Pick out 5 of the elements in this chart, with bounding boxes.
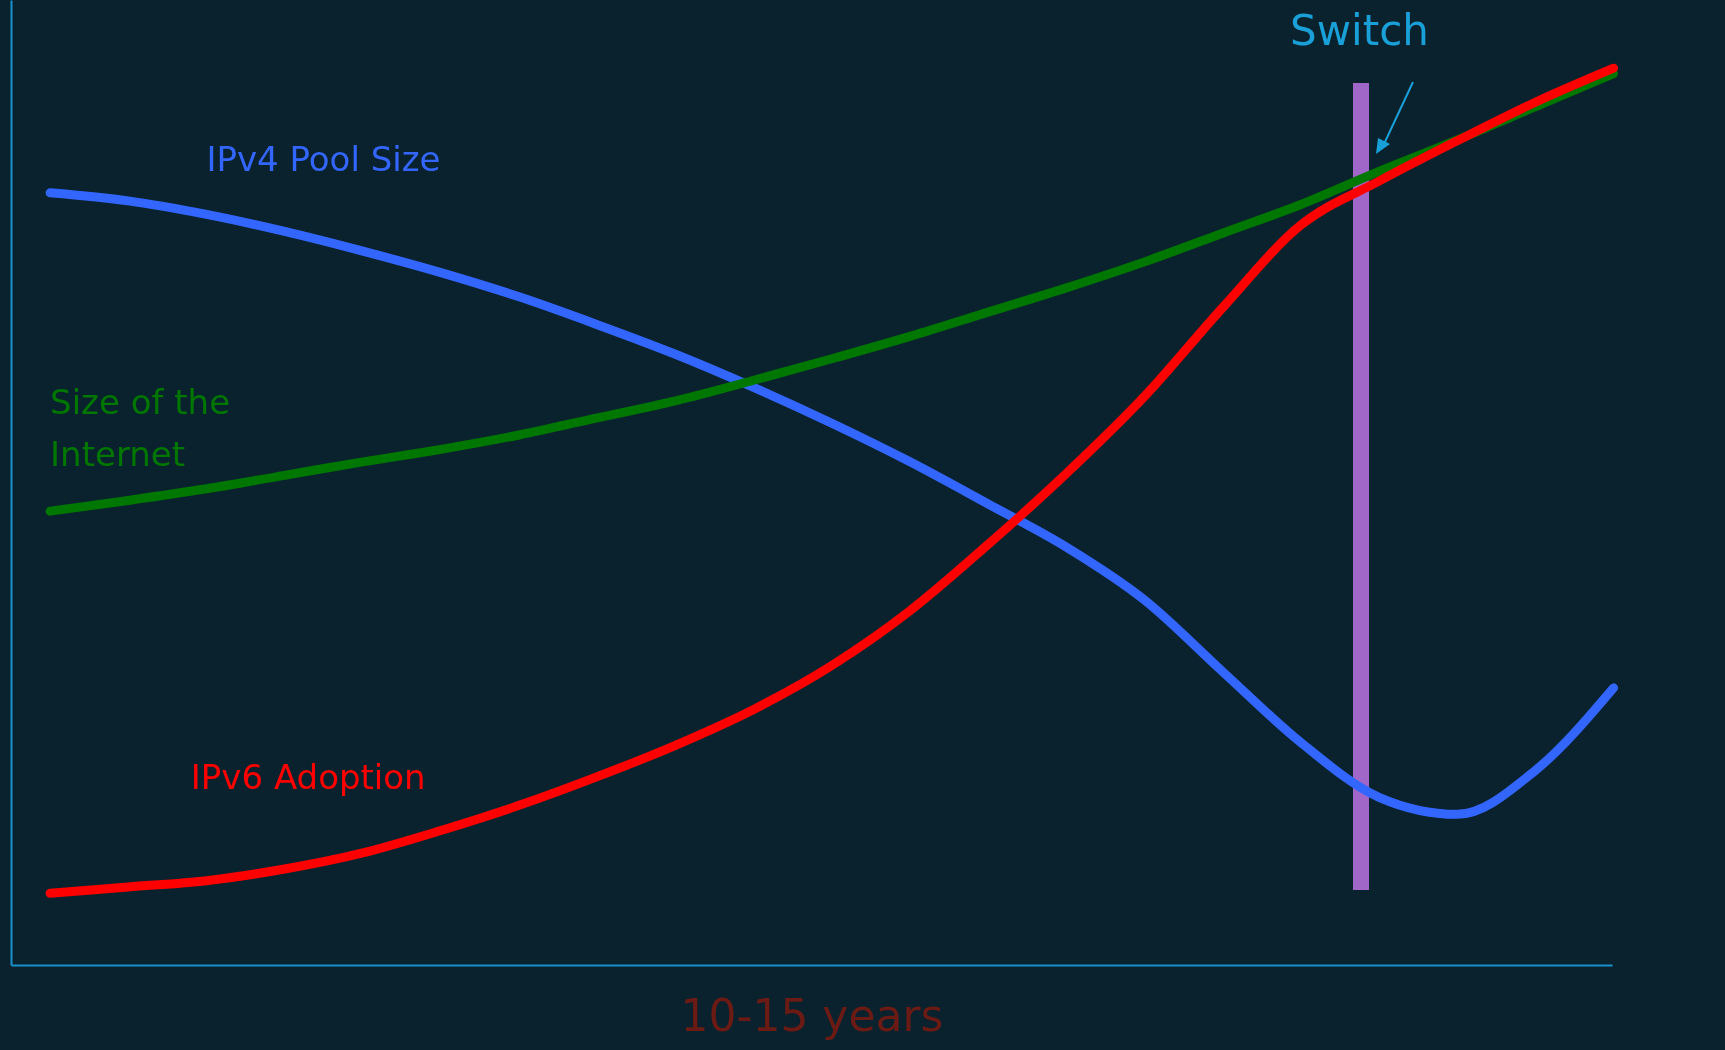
series-label: IPv6 Adoption xyxy=(190,757,426,798)
text: Switch xyxy=(1290,6,1429,55)
series-label: IPv4 Pool Size xyxy=(206,138,441,179)
series-label: Size of the Internet xyxy=(50,381,231,474)
x-axis-title: 10-15 years xyxy=(680,989,944,1041)
